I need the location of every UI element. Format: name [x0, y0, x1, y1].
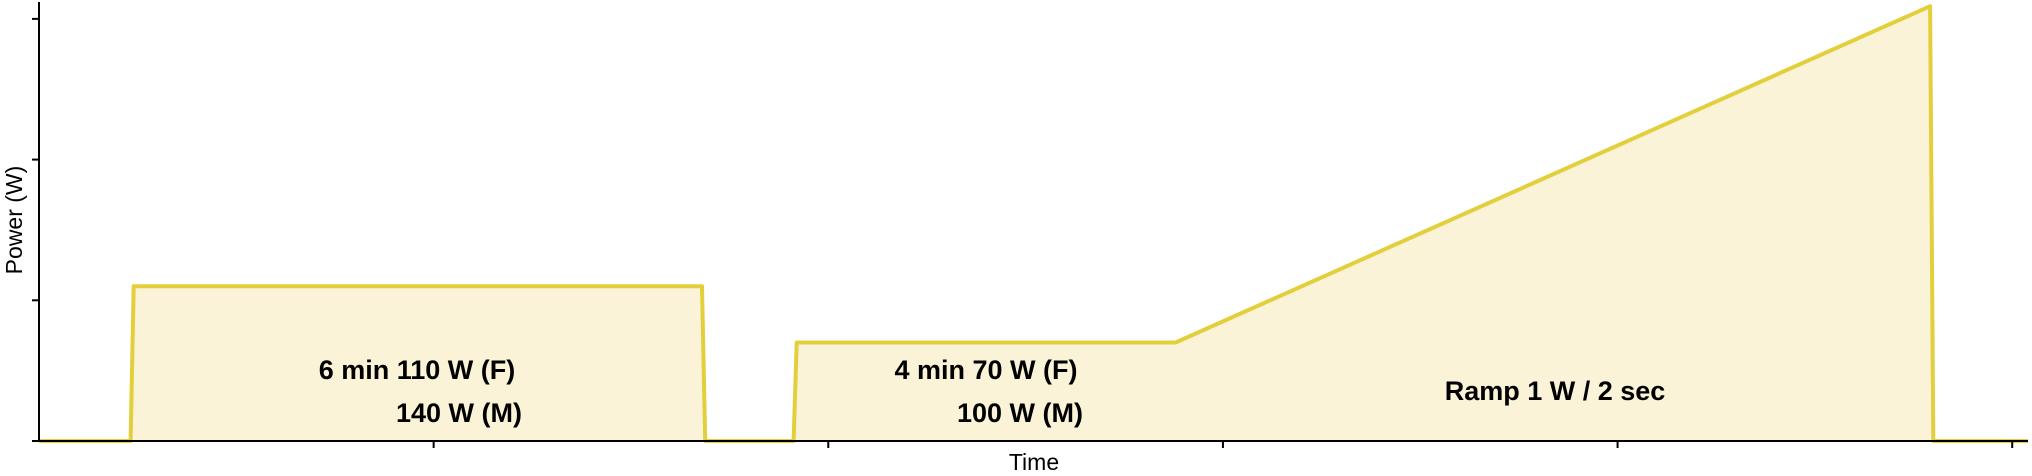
annotation: Ramp 1 W / 2 sec [1445, 376, 1666, 406]
y-axis-label: Power (W) [1, 166, 27, 275]
x-axis-label: Time [1009, 449, 1059, 475]
annotation: 4 min 70 W (F) [894, 355, 1077, 385]
area-fill [39, 6, 2028, 441]
annotation: 140 W (M) [396, 398, 522, 428]
annotation: 100 W (M) [957, 398, 1083, 428]
annotation: 6 min 110 W (F) [319, 355, 516, 385]
